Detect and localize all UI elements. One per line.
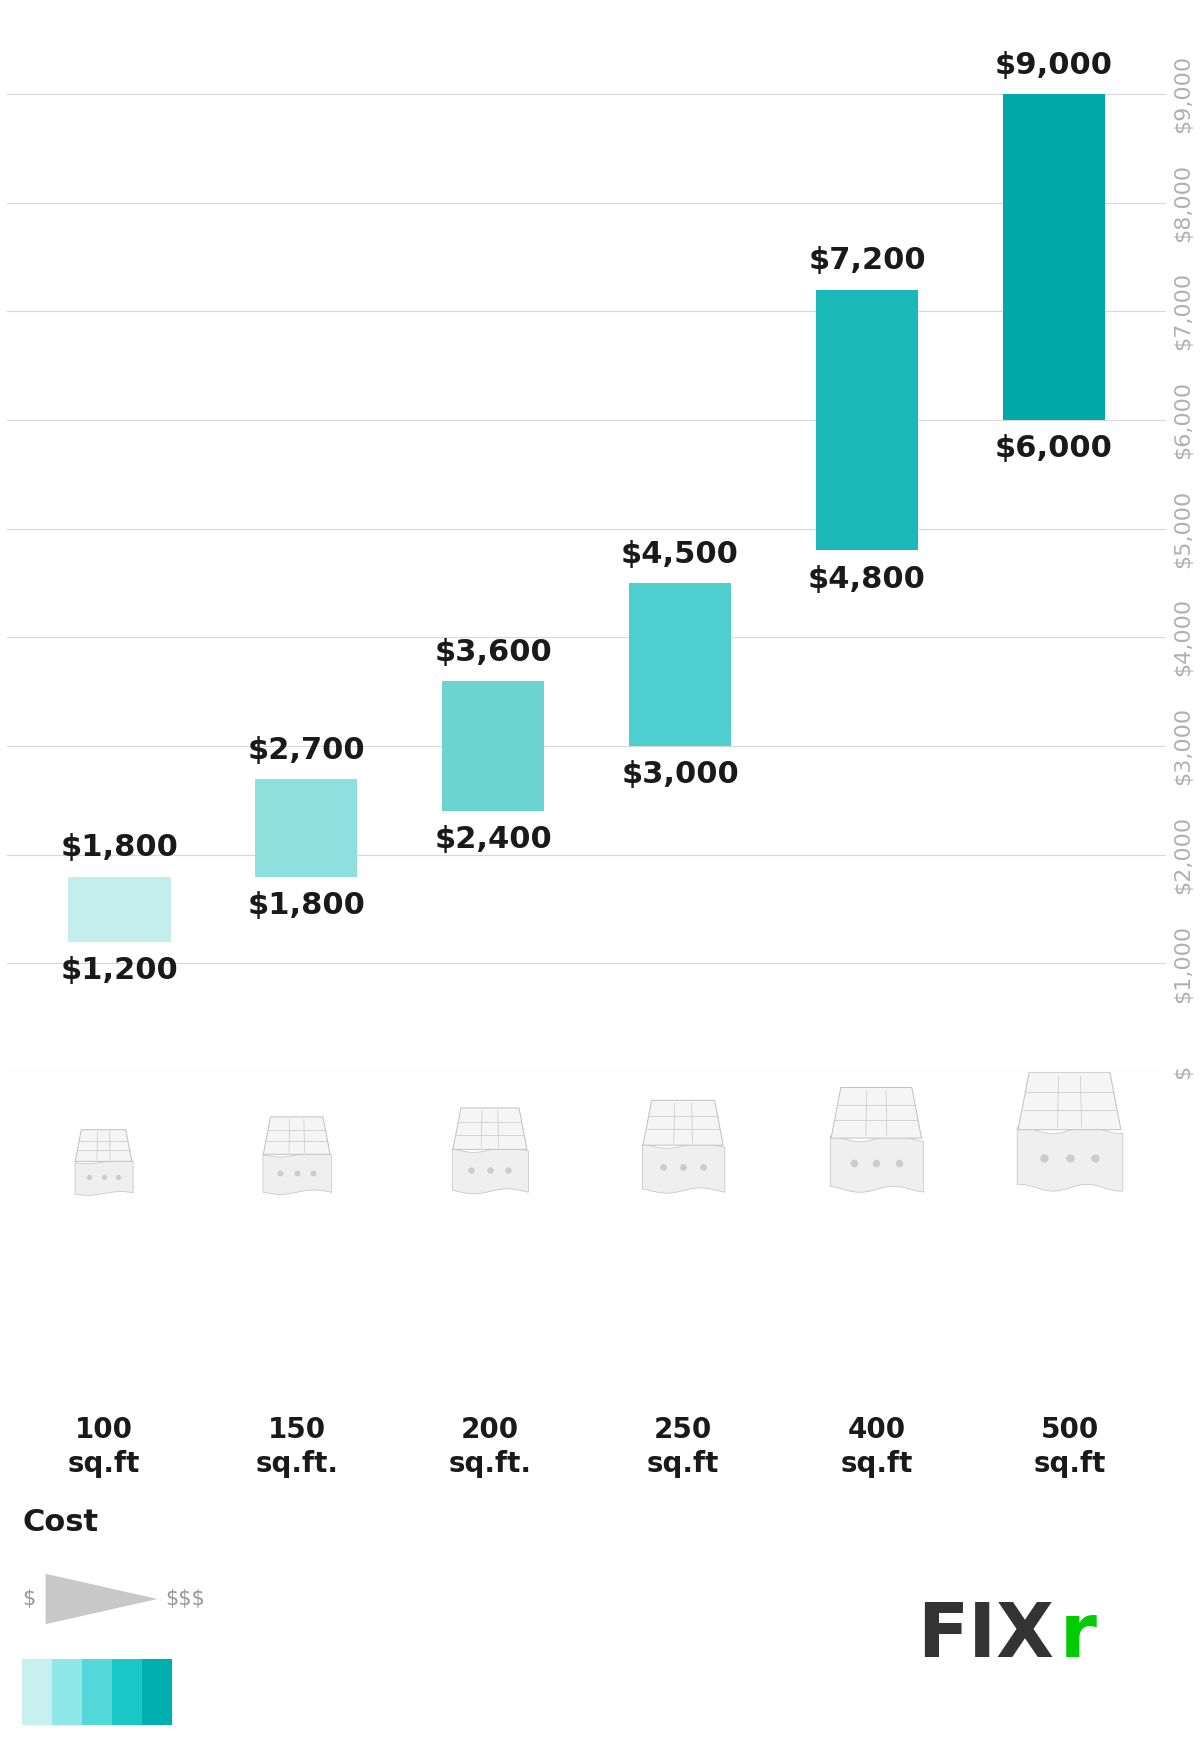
Bar — [254, 778, 358, 877]
Text: $4,800: $4,800 — [808, 564, 926, 594]
Bar — [83, 1659, 112, 1725]
Polygon shape — [643, 1100, 724, 1146]
Polygon shape — [46, 1574, 157, 1623]
Bar — [53, 1659, 82, 1725]
Text: $2,400: $2,400 — [434, 826, 552, 854]
Text: 500
sq.ft: 500 sq.ft — [1033, 1416, 1105, 1478]
Polygon shape — [76, 1130, 132, 1161]
Text: $6,000: $6,000 — [995, 434, 1112, 464]
Bar — [113, 1659, 142, 1725]
Polygon shape — [452, 1109, 527, 1149]
Bar — [816, 290, 918, 550]
Bar — [67, 877, 170, 942]
Text: Cost: Cost — [23, 1508, 98, 1537]
Text: $7,200: $7,200 — [808, 246, 925, 276]
Text: $2,700: $2,700 — [247, 736, 365, 764]
Bar — [629, 583, 732, 747]
Text: 100
sq.ft: 100 sq.ft — [67, 1416, 139, 1478]
Text: $1,800: $1,800 — [247, 891, 365, 919]
Text: $: $ — [23, 1588, 36, 1609]
Bar — [1002, 93, 1105, 420]
Text: $4,500: $4,500 — [622, 539, 739, 569]
Text: 400
sq.ft: 400 sq.ft — [840, 1416, 912, 1478]
Bar — [142, 1659, 172, 1725]
Bar — [23, 1659, 52, 1725]
Text: $$$: $$$ — [166, 1588, 205, 1609]
Text: $1,800: $1,800 — [60, 833, 178, 863]
Text: $3,600: $3,600 — [434, 638, 552, 666]
Text: 200
sq.ft.: 200 sq.ft. — [449, 1416, 532, 1478]
Polygon shape — [1018, 1072, 1121, 1130]
Text: $1,200: $1,200 — [60, 956, 178, 986]
Text: FIX: FIX — [917, 1601, 1054, 1673]
Polygon shape — [263, 1117, 330, 1154]
Text: 150
sq.ft.: 150 sq.ft. — [256, 1416, 338, 1478]
Polygon shape — [832, 1088, 922, 1139]
Text: r: r — [1060, 1601, 1097, 1673]
Text: 250
sq.ft: 250 sq.ft — [647, 1416, 719, 1478]
Bar — [442, 682, 545, 812]
Text: $9,000: $9,000 — [995, 51, 1112, 79]
Text: $3,000: $3,000 — [622, 761, 739, 789]
